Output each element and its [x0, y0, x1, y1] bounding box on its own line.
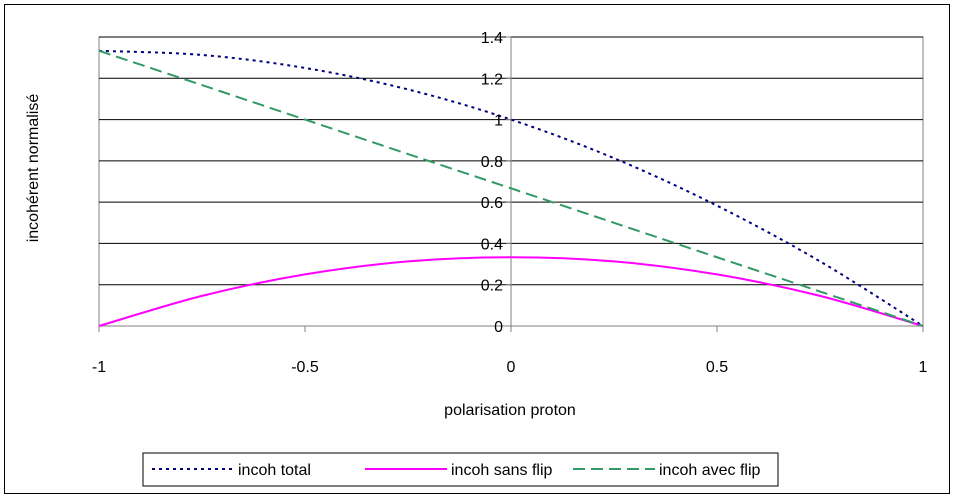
y-tick-labels: 0 0.2 0.4 0.6 0.8 1 1.2 1.4 [481, 30, 503, 336]
legend-label-incoh-sans-flip: incoh sans flip [451, 462, 552, 479]
x-tick-label: 0 [507, 359, 516, 376]
y-axis-label: incohérent normalisé [25, 94, 42, 243]
x-tick-label: 1 [919, 359, 928, 376]
series-line-incoh-avec-flip [98, 49, 924, 327]
series-lines [98, 49, 924, 327]
x-tick-label: -0.5 [291, 359, 319, 376]
legend-box [142, 452, 779, 487]
x-tick-label: -1 [92, 359, 106, 376]
legend-label-incoh-avec-flip: incoh avec flip [659, 462, 760, 479]
x-tick-label: 0.5 [706, 359, 728, 376]
legend: incoh total incoh sans flip incoh avec fli… [142, 452, 779, 487]
y-tick-label: 0.2 [481, 278, 503, 295]
y-tick-label: 0.8 [481, 154, 503, 171]
y-tick-label: 0.6 [481, 195, 503, 212]
axes [98, 36, 924, 332]
y-tick-label: 1.2 [481, 71, 503, 88]
x-axis-label: polarisation proton [444, 402, 576, 419]
y-tick-label: 0 [494, 319, 503, 336]
x-tick-labels: -1 -0.5 0 0.5 1 [92, 359, 928, 376]
y-tick-label: 0.4 [481, 236, 503, 253]
y-tick-label: 1 [494, 113, 503, 130]
y-tick-label: 1.4 [481, 30, 503, 47]
series-line-incoh-sans-flip [98, 256, 924, 327]
legend-label-incoh-total: incoh total [238, 462, 311, 479]
